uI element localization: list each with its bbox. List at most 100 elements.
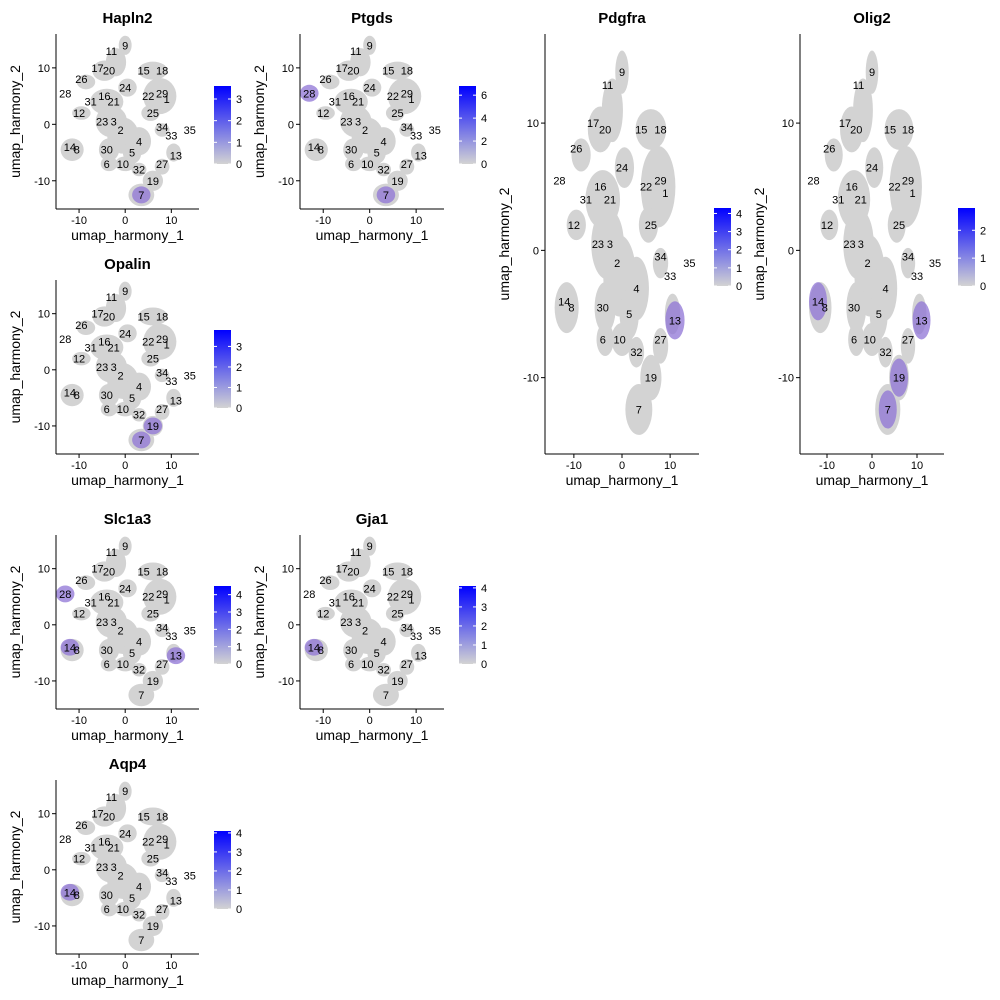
legend-tick-label: 6 xyxy=(481,90,487,102)
cluster-label: 31 xyxy=(84,597,96,609)
cluster-label: 17 xyxy=(336,63,348,75)
x-axis-label: umap_harmony_1 xyxy=(71,227,184,243)
expression-hotspot xyxy=(56,585,75,603)
cluster-label: 26 xyxy=(75,820,87,832)
cluster-label: 6 xyxy=(851,334,857,346)
cluster-label: 20 xyxy=(347,66,359,78)
cluster-label: 6 xyxy=(348,659,354,671)
cluster-label: 24 xyxy=(119,83,131,95)
cluster-label: 33 xyxy=(165,631,177,643)
cell-cluster-region xyxy=(820,209,839,241)
cluster-label: 7 xyxy=(138,435,144,447)
legend-tick-label: 1 xyxy=(236,382,242,394)
cluster-label: 18 xyxy=(156,811,168,823)
y-tick-label: 0 xyxy=(44,365,50,377)
cluster-label: 31 xyxy=(84,842,96,854)
cluster-label: 4 xyxy=(381,136,387,148)
x-axis-label: umap_harmony_1 xyxy=(316,727,429,743)
cluster-label: 19 xyxy=(147,676,159,688)
cluster-label: 9 xyxy=(122,40,128,52)
cluster-label: 20 xyxy=(103,811,115,823)
cluster-label: 25 xyxy=(147,108,159,120)
legend-tick-label: 3 xyxy=(481,602,487,614)
cluster-label: 22 xyxy=(888,182,900,194)
cluster-label: 24 xyxy=(866,163,878,175)
x-tick-label: 10 xyxy=(410,715,422,727)
cluster-label: 20 xyxy=(103,311,115,323)
color-legend-bar xyxy=(958,208,975,286)
cluster-label: 21 xyxy=(352,597,364,609)
cell-cluster-region xyxy=(554,282,579,334)
cell-cluster-region xyxy=(320,575,340,591)
cell-cluster-region xyxy=(372,683,399,707)
cell-cluster-region xyxy=(115,656,136,672)
y-axis-label: umap_harmony_2 xyxy=(251,565,267,678)
cluster-label: 9 xyxy=(122,786,128,798)
cluster-label: 18 xyxy=(902,124,914,136)
cluster-label: 15 xyxy=(138,311,150,323)
cell-cluster-region xyxy=(316,606,335,621)
cell-cluster-region xyxy=(98,138,120,162)
cluster-label: 10 xyxy=(361,659,373,671)
y-tick-label: -10 xyxy=(34,676,50,688)
x-tick-label: -10 xyxy=(566,460,582,472)
cluster-label: 15 xyxy=(138,66,150,78)
cluster-label: 14 xyxy=(64,142,76,154)
x-tick-label: -10 xyxy=(315,215,331,227)
cell-cluster-region xyxy=(399,659,415,675)
cluster-label: 8 xyxy=(74,145,80,157)
cluster-label: 25 xyxy=(893,220,905,232)
cluster-label: 29 xyxy=(156,834,168,846)
cluster-label: 3 xyxy=(111,862,117,874)
color-legend-bar xyxy=(714,208,731,286)
cell-cluster-region xyxy=(72,351,91,366)
cell-cluster-region xyxy=(385,605,405,622)
expression-hotspot xyxy=(132,186,151,204)
cluster-label: 26 xyxy=(570,144,582,156)
cell-cluster-region xyxy=(900,247,916,279)
cell-cluster-region xyxy=(138,61,168,80)
cluster-label: 14 xyxy=(308,142,320,154)
cluster-label: 8 xyxy=(74,645,80,657)
cell-cluster-region xyxy=(640,146,676,228)
cluster-label: 1 xyxy=(909,188,915,200)
cell-cluster-region xyxy=(72,851,91,866)
cluster-label: 15 xyxy=(138,566,150,578)
cluster-label: 5 xyxy=(374,648,380,660)
cell-cluster-region xyxy=(115,156,136,172)
cell-cluster-region xyxy=(131,907,147,922)
x-tick-label: 0 xyxy=(122,960,128,972)
cell-cluster-region xyxy=(359,156,380,172)
cluster-label: 5 xyxy=(129,148,135,160)
cluster-label: 1 xyxy=(662,188,668,200)
cell-cluster-region xyxy=(118,324,137,343)
cluster-label: 5 xyxy=(129,393,135,405)
y-tick-label: 10 xyxy=(38,309,50,321)
cluster-label: 19 xyxy=(391,676,403,688)
cluster-label: 33 xyxy=(165,131,177,143)
cell-cluster-region xyxy=(118,281,132,301)
cell-cluster-region xyxy=(411,643,426,662)
cluster-label: 21 xyxy=(108,842,120,854)
cluster-label: 2 xyxy=(118,625,124,637)
cluster-label: 12 xyxy=(73,354,85,366)
x-tick-label: -10 xyxy=(71,215,87,227)
cluster-label: 4 xyxy=(136,136,142,148)
cell-cluster-region xyxy=(900,328,916,364)
y-tick-label: 0 xyxy=(44,620,50,632)
cluster-label: 32 xyxy=(133,410,145,422)
cell-cluster-region xyxy=(76,820,96,836)
cluster-label: 19 xyxy=(391,176,403,188)
cluster-label: 10 xyxy=(117,904,129,916)
cluster-label: 27 xyxy=(654,334,666,346)
legend-tick-label: 3 xyxy=(236,341,242,353)
x-tick-label: 0 xyxy=(122,215,128,227)
cluster-label: 13 xyxy=(669,315,681,327)
cluster-label: 20 xyxy=(103,66,115,78)
cluster-label: 2 xyxy=(614,258,620,270)
color-legend-bar xyxy=(459,86,476,164)
cluster-label: 10 xyxy=(117,159,129,171)
cluster-label: 1 xyxy=(408,94,414,106)
